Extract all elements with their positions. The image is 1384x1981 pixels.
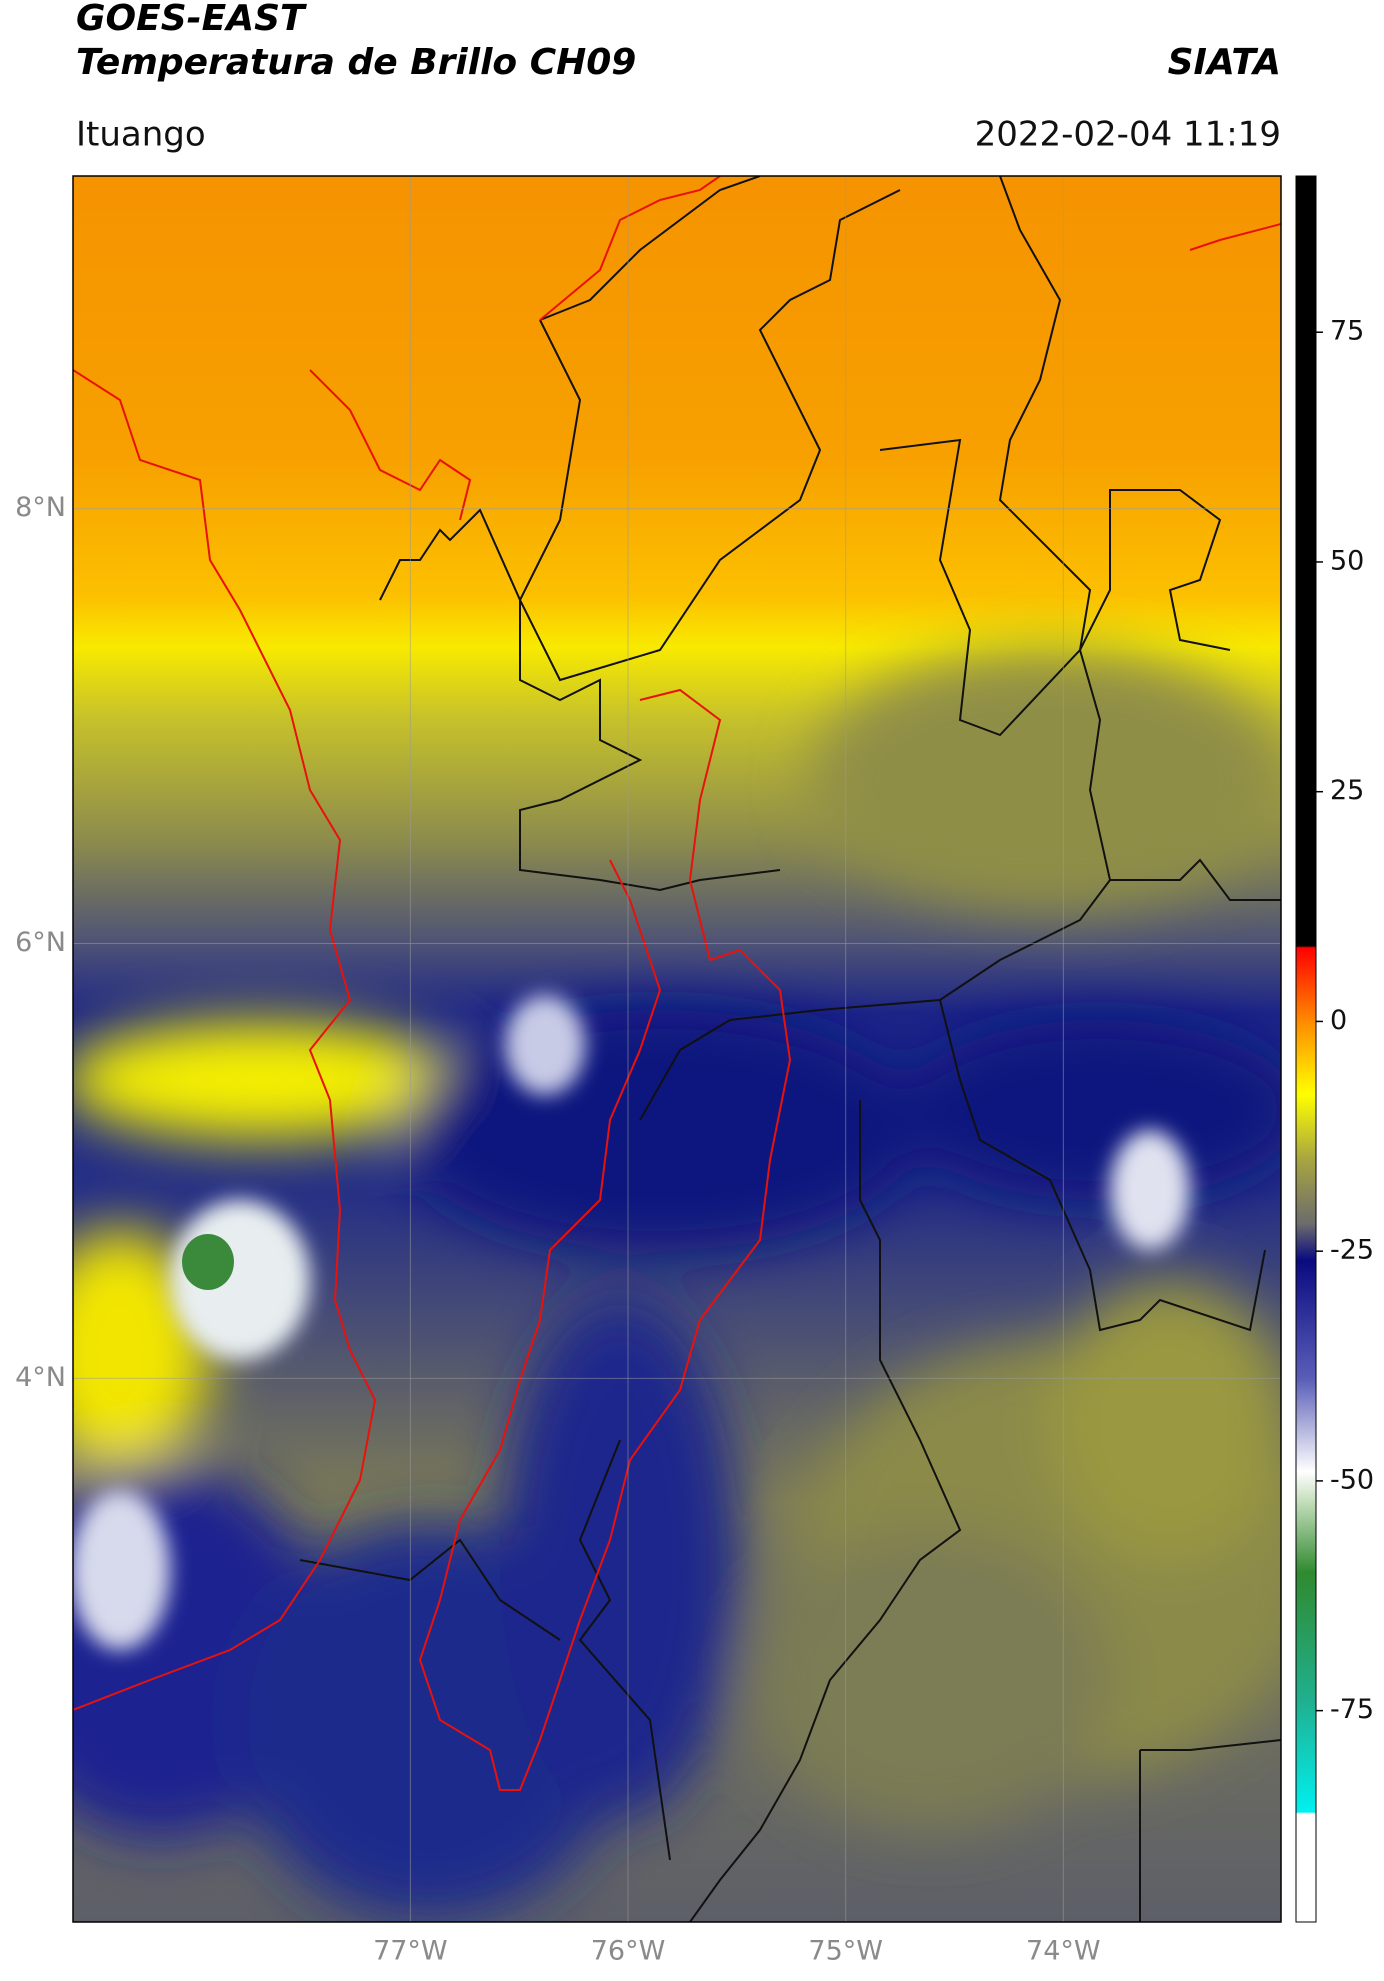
borders (299, 176, 1281, 1922)
map-area (73, 176, 1281, 1922)
product-title: Temperatura de Brillo CH09 (76, 42, 636, 83)
cold-tops (73, 995, 1190, 1650)
x-tick-label: 76°W (591, 1936, 666, 1967)
colorbar-tick-label: 75 (1330, 316, 1364, 347)
y-tick-label: 8°N (15, 492, 66, 523)
x-tick-label: 75°W (808, 1936, 883, 1967)
satellite-title: GOES-EAST (76, 0, 307, 39)
colorbar-tick-label: 0 (1330, 1005, 1347, 1036)
agency-label: SIATA (1168, 42, 1281, 83)
x-tick-label: 74°W (1026, 1936, 1101, 1967)
coastline-and-boundary (73, 176, 1281, 1791)
y-tick-label: 4°N (15, 1362, 66, 1393)
map-frame (72, 175, 1282, 1923)
cold-core (182, 1234, 234, 1290)
datetime-label: 2022-02-04 11:19 (975, 115, 1281, 155)
colorbar-tick-label: -25 (1330, 1235, 1374, 1266)
colorbar-tick-label: -75 (1330, 1694, 1374, 1725)
location-label: Ituango (76, 115, 206, 155)
x-tick-label: 77°W (373, 1936, 448, 1967)
colorbar-tick-label: 50 (1330, 545, 1364, 576)
colorbar-tick-label: 25 (1330, 775, 1364, 806)
colorbar-tick-label: -50 (1330, 1464, 1374, 1495)
cloud-field (73, 650, 1281, 1920)
colorbar (1295, 175, 1317, 1923)
y-tick-label: 6°N (15, 927, 66, 958)
grid (73, 176, 1281, 1922)
